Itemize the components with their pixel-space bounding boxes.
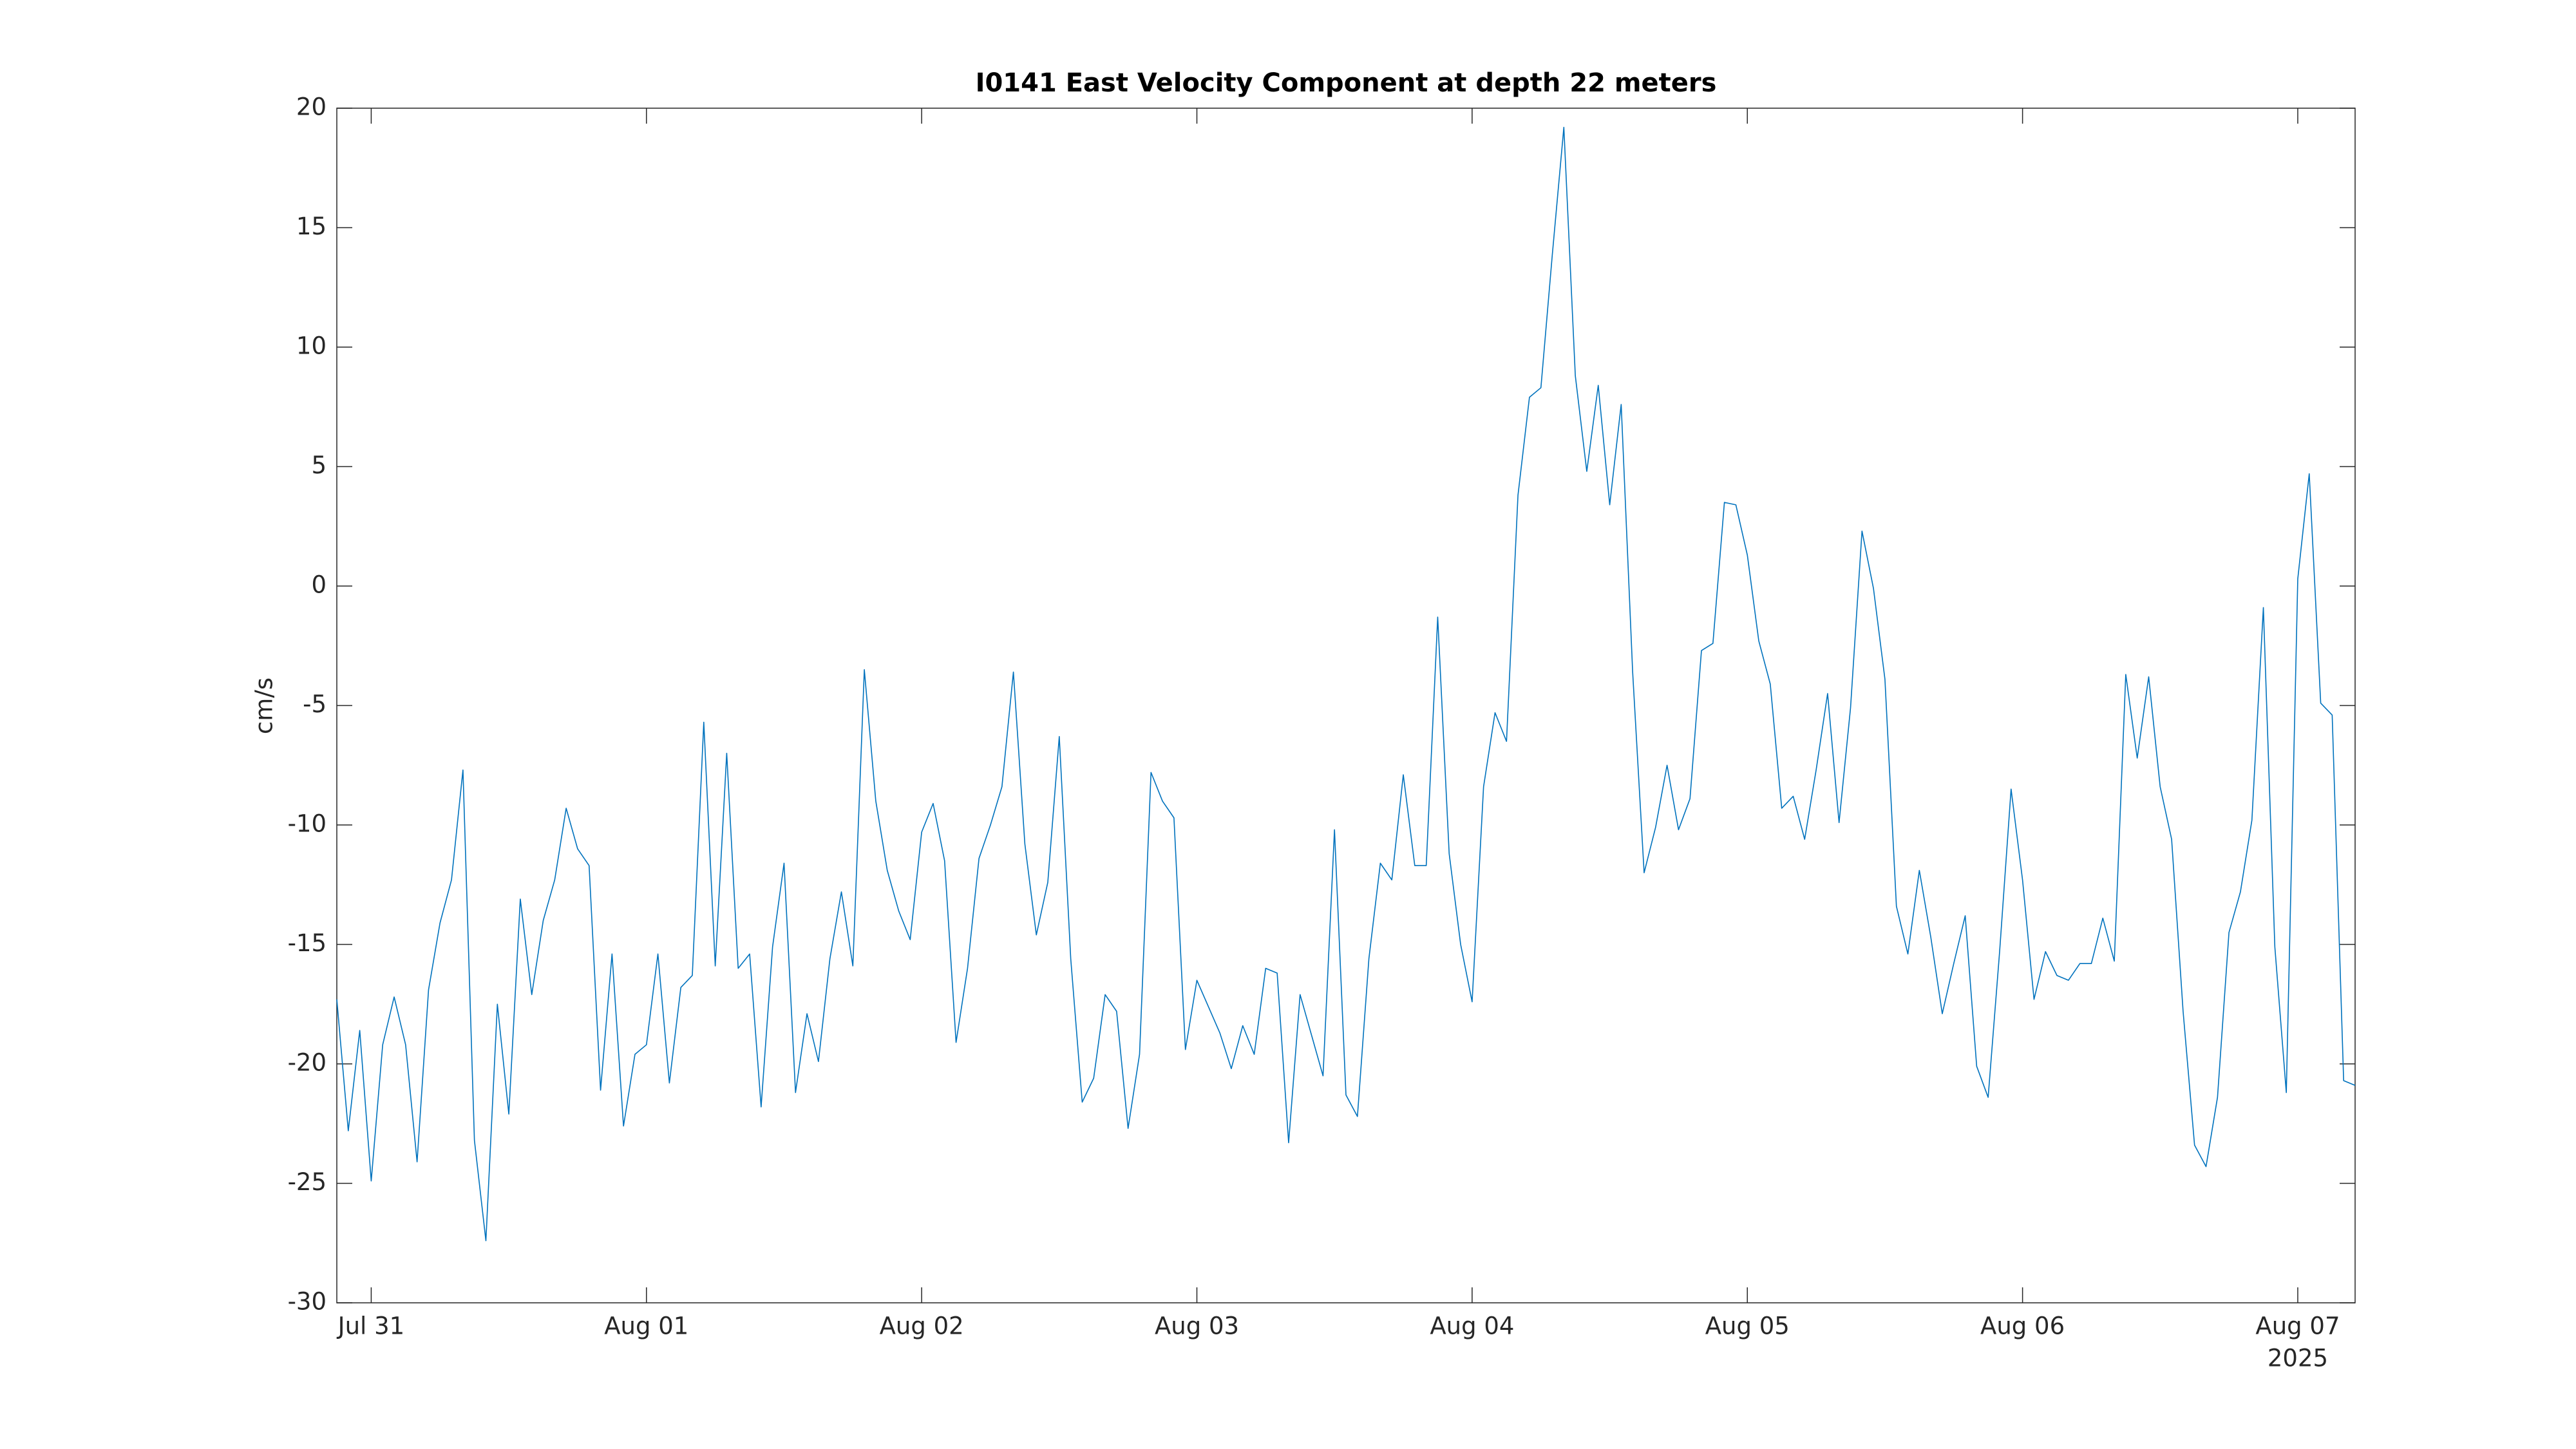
x-tick-label: Jul 31 (337, 1312, 404, 1340)
y-tick-label: -25 (288, 1168, 327, 1196)
data-line (336, 126, 2356, 1242)
y-tick-label: 10 (296, 332, 327, 360)
y-tick-label: -10 (288, 810, 327, 838)
y-tick-label: -30 (288, 1288, 327, 1316)
y-tick-label: -5 (303, 690, 327, 718)
y-tick-label: 5 (311, 451, 327, 479)
y-tick-label: -15 (288, 929, 327, 957)
y-tick-label: 20 (296, 93, 327, 121)
x-tick-label: Aug 07 (2255, 1312, 2340, 1340)
x-tick-label: Aug 02 (880, 1312, 964, 1340)
x-tick-label: Aug 04 (1430, 1312, 1514, 1340)
y-tick-label: 0 (311, 571, 327, 599)
x-year-label: 2025 (2268, 1345, 2328, 1372)
x-tick-label: Aug 05 (1705, 1312, 1790, 1340)
x-tick-label: Aug 03 (1155, 1312, 1239, 1340)
y-axis-label: cm/s (251, 677, 278, 734)
x-tick-label: Aug 01 (604, 1312, 688, 1340)
y-tick-label: -20 (288, 1049, 327, 1077)
chart-title: I0141 East Velocity Component at depth 2… (976, 68, 1717, 98)
axes-frame (336, 108, 2356, 1303)
x-tick-label: Aug 06 (1980, 1312, 2065, 1340)
y-tick-label: 15 (296, 213, 327, 240)
